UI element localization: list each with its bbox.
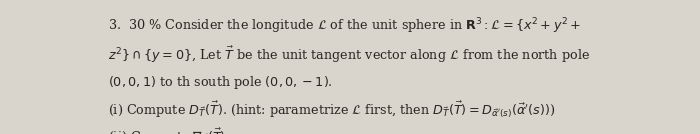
Text: $(0, 0, 1)$ to th south pole $(0, 0, -1)$.: $(0, 0, 1)$ to th south pole $(0, 0, -1)…: [108, 74, 333, 91]
Text: (ii) Compute $\nabla_{\vec{T}}(\vec{T})$.: (ii) Compute $\nabla_{\vec{T}}(\vec{T})$…: [108, 127, 230, 134]
Text: (i) Compute $D_{\vec{T}}(\vec{T})$. (hint: parametrize $\mathcal{L}$ first, then: (i) Compute $D_{\vec{T}}(\vec{T})$. (hin…: [108, 100, 556, 120]
Text: $z^2\} \cap \{y = 0\}$, Let $\vec{T}$ be the unit tangent vector along $\mathcal: $z^2\} \cap \{y = 0\}$, Let $\vec{T}$ be…: [108, 45, 591, 65]
Text: 3.  30 % Consider the longitude $\mathcal{L}$ of the unit sphere in $\mathbf{R}^: 3. 30 % Consider the longitude $\mathcal…: [108, 16, 582, 36]
